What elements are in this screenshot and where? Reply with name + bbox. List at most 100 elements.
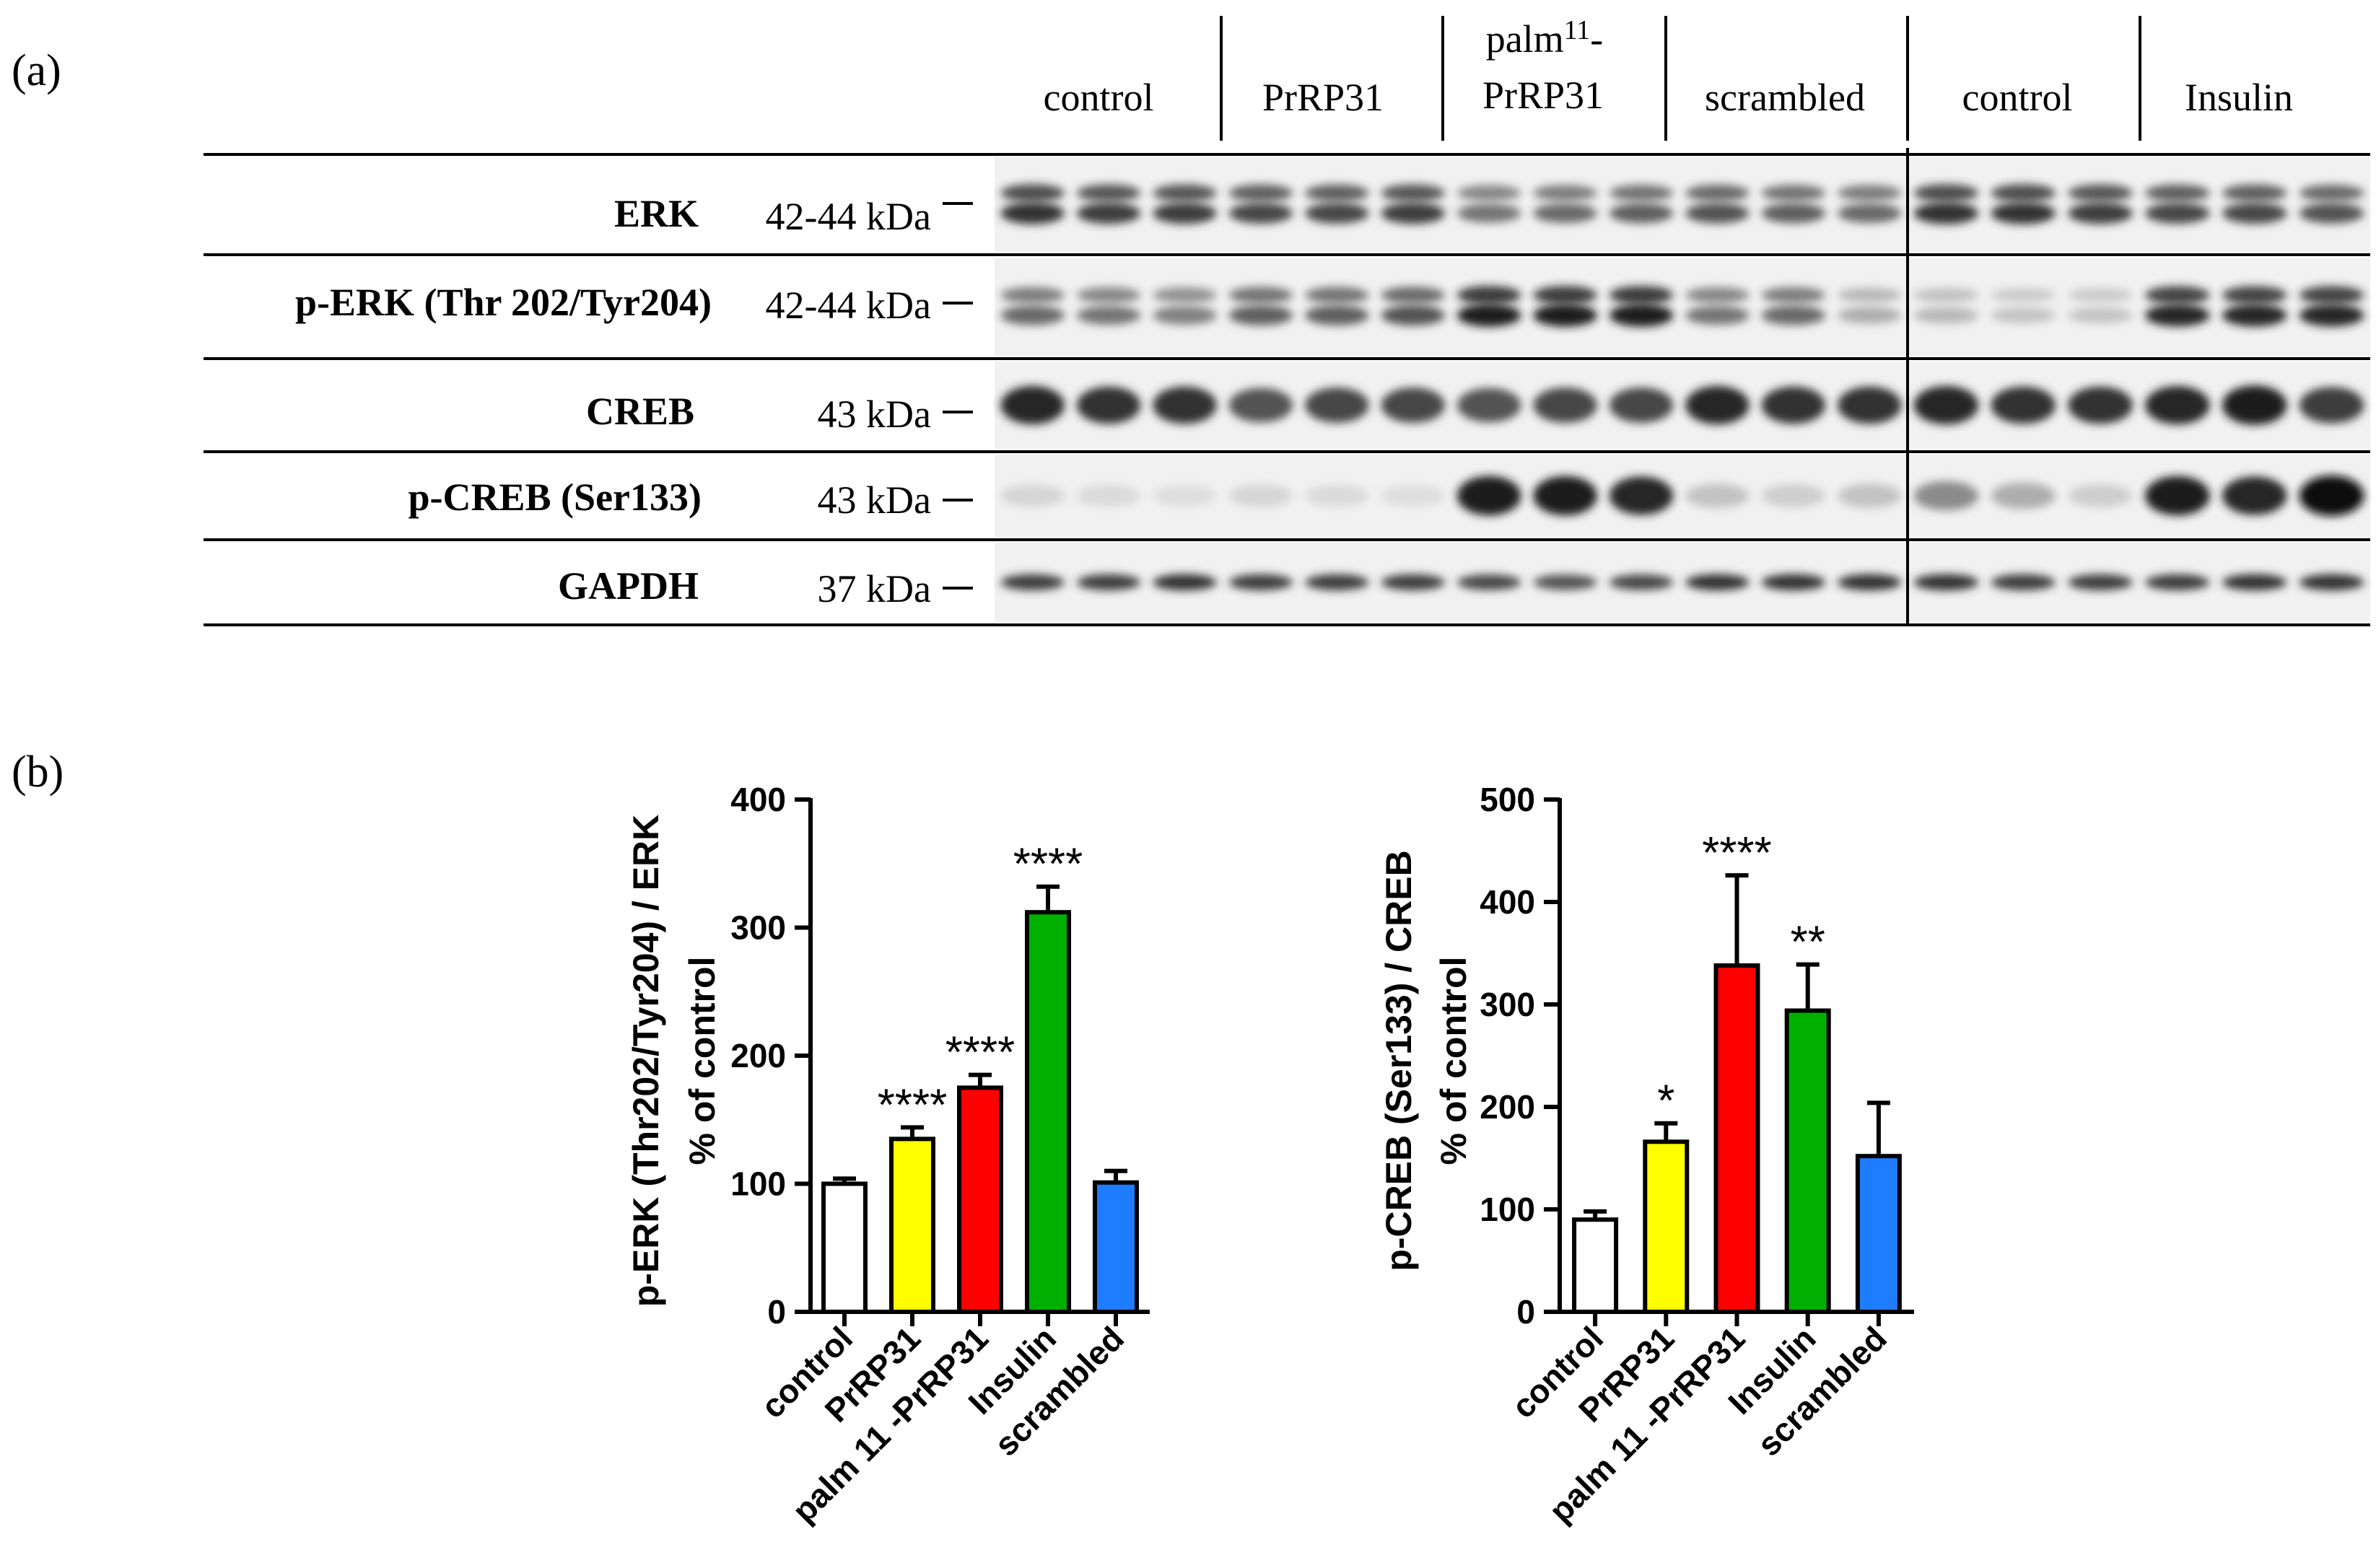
blot-band bbox=[1000, 305, 1065, 325]
row-label-p-creb: p-CREB (Ser133) bbox=[409, 476, 702, 519]
row-label-gapdh: GAPDH bbox=[558, 564, 699, 608]
blot-band bbox=[1838, 386, 1902, 424]
row-mw-gapdh: 37 kDa bbox=[818, 567, 931, 610]
blot-band bbox=[1456, 286, 1521, 305]
y-tick-label: 500 bbox=[1480, 781, 1535, 818]
blot-band bbox=[1305, 305, 1369, 325]
blot-band bbox=[2222, 476, 2287, 515]
blot-band bbox=[1228, 387, 1293, 423]
blot-band bbox=[2222, 184, 2287, 202]
y-tick-label: 200 bbox=[730, 1037, 786, 1074]
blot-band bbox=[2222, 304, 2287, 327]
blot-band bbox=[1838, 307, 1902, 324]
blot-band bbox=[1000, 385, 1065, 425]
blot-band bbox=[1991, 288, 2056, 302]
row-mw-p-erk: 42-44 kDa bbox=[766, 284, 931, 327]
blot-band bbox=[1913, 307, 1979, 324]
row-mw-erk: 42-44 kDa bbox=[766, 195, 931, 238]
blot-band bbox=[1381, 484, 1446, 507]
mw-markers bbox=[943, 202, 973, 590]
y-tick-label: 300 bbox=[730, 909, 786, 947]
y-tick-label: 0 bbox=[1516, 1293, 1535, 1331]
blot-strip-p-erk bbox=[995, 258, 2370, 356]
blot-band bbox=[1609, 476, 1674, 515]
blot-band bbox=[2145, 385, 2210, 425]
group-label-scrambled: scrambled bbox=[1705, 76, 1865, 119]
blot-band bbox=[1533, 286, 1597, 305]
bar-prrp31 bbox=[1643, 1139, 1690, 1315]
blot-band bbox=[2068, 386, 2133, 424]
blot-band bbox=[2299, 574, 2364, 591]
bar-scrambled bbox=[1855, 1154, 1902, 1315]
blot-background bbox=[995, 258, 2370, 356]
y-tick-label: 0 bbox=[767, 1293, 786, 1331]
row-mw-p-creb: 43 kDa bbox=[818, 478, 931, 522]
blot-band bbox=[1761, 184, 1826, 202]
blot-band bbox=[1000, 286, 1065, 304]
blot-strip-erk bbox=[995, 157, 2370, 252]
blot-band bbox=[2299, 304, 2364, 327]
blot-band bbox=[1761, 286, 1826, 304]
blot-band bbox=[1533, 574, 1597, 590]
panel-b-label: (b) bbox=[12, 748, 64, 797]
blot-band bbox=[1838, 287, 1902, 303]
blot-band bbox=[1153, 287, 1217, 303]
blot-band bbox=[1153, 484, 1217, 507]
significance-label: **** bbox=[945, 1028, 1016, 1078]
blot-band bbox=[1761, 305, 1826, 325]
blot-band bbox=[1076, 574, 1141, 591]
blot-band bbox=[1685, 203, 1750, 224]
blot-band bbox=[1913, 184, 1979, 202]
y-axis-title: p-CREB (Ser133) / CREB bbox=[1379, 850, 1419, 1271]
blot-band bbox=[1685, 574, 1750, 591]
blot-band bbox=[1533, 203, 1597, 224]
y-tick-label: 300 bbox=[1480, 986, 1535, 1023]
bar-control bbox=[821, 1181, 868, 1314]
significance-label: **** bbox=[878, 1080, 948, 1130]
blot-band bbox=[1609, 387, 1674, 423]
significance-label: * bbox=[1657, 1077, 1674, 1126]
blot-band bbox=[2145, 203, 2210, 224]
bar-palm11-prrp31 bbox=[957, 1085, 1003, 1314]
blot-band bbox=[1609, 203, 1674, 224]
lane-group-header: control PrRP31 palm11- PrRP31 scrambled … bbox=[1044, 15, 2293, 119]
blot-band bbox=[1305, 203, 1369, 224]
blot-band bbox=[1609, 184, 1674, 202]
p-creb-bar-chart: 0 100 200 300 400 500 p-CREB (Ser133) / CREB % … bbox=[1379, 781, 1914, 1530]
y-tick-label: 400 bbox=[730, 781, 786, 818]
blot-band bbox=[1533, 304, 1597, 327]
significance-label: **** bbox=[1013, 840, 1083, 890]
blot-band bbox=[1913, 574, 1979, 591]
blot-band bbox=[2299, 476, 2364, 516]
blot-background bbox=[995, 543, 2370, 622]
blot-band bbox=[1381, 305, 1446, 326]
blot-band bbox=[1076, 286, 1141, 304]
group-dividers bbox=[1220, 16, 2141, 141]
blot-band bbox=[1761, 574, 1826, 591]
blot-band bbox=[2299, 184, 2364, 202]
blot-band bbox=[2222, 574, 2287, 591]
blot-band bbox=[1456, 476, 1521, 516]
group-label-palm-prrp31: palm11- bbox=[1486, 15, 1604, 61]
blot-band bbox=[1305, 184, 1369, 202]
blot-background bbox=[995, 362, 2370, 449]
blot-strip-p-creb bbox=[995, 455, 2370, 537]
blot-band bbox=[1228, 184, 1293, 202]
blot-band bbox=[1381, 286, 1446, 304]
blot-band bbox=[2222, 286, 2287, 305]
significance-label: ** bbox=[1791, 918, 1825, 968]
blot-band bbox=[1533, 387, 1597, 423]
blot-band bbox=[1305, 484, 1369, 507]
blot-background bbox=[995, 455, 2370, 537]
group-label-prrp31: PrRP31 bbox=[1262, 76, 1384, 119]
blot-band bbox=[1685, 184, 1750, 202]
blot-band bbox=[2068, 483, 2133, 508]
blot-band bbox=[1153, 306, 1217, 325]
row-label-p-erk: p-ERK (Thr 202/Tyr204) bbox=[295, 281, 712, 324]
blot-band bbox=[1838, 483, 1902, 508]
blot-band bbox=[2068, 307, 2133, 324]
blot-band bbox=[1076, 386, 1141, 424]
blot-band bbox=[2068, 202, 2133, 224]
group-label-insulin: Insulin bbox=[2185, 76, 2293, 119]
blot-band bbox=[1076, 484, 1141, 507]
